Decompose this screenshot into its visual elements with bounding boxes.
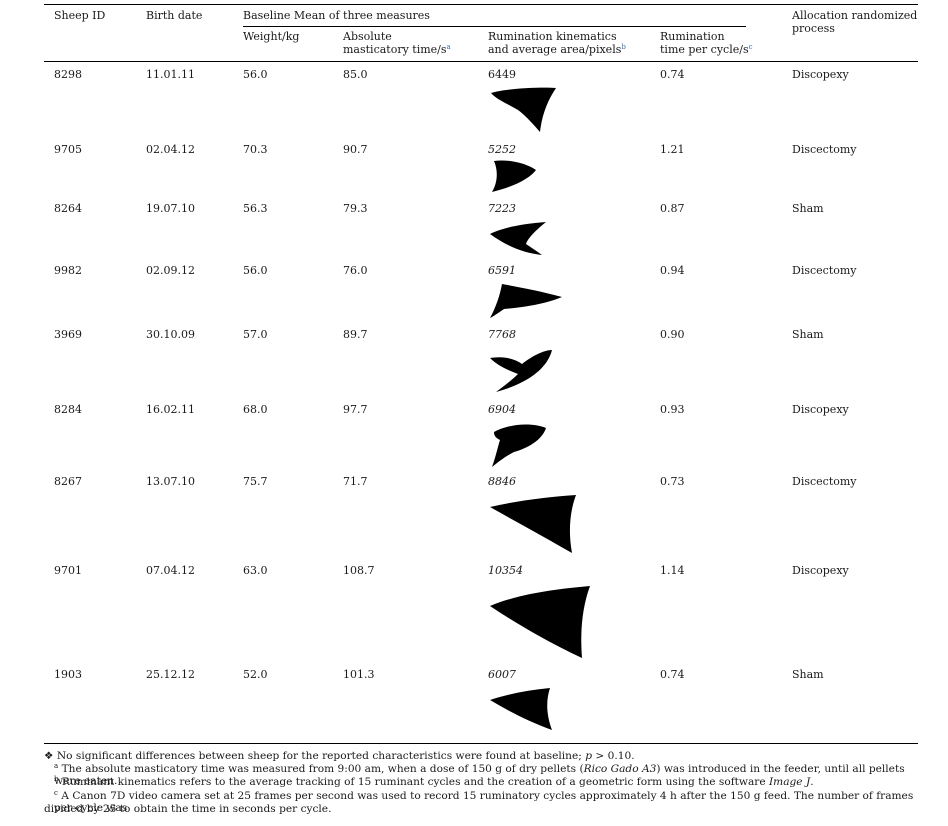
cell-abs-time: 89.7 <box>343 328 368 341</box>
kinematics-shape-image <box>490 586 590 658</box>
header-sheep-id: Sheep ID <box>54 9 106 22</box>
header-abs-time-line2: masticatory time/sa <box>343 43 451 56</box>
cell-area: 6449 <box>488 68 516 81</box>
cell-birth-date: 30.10.09 <box>146 328 195 341</box>
cell-weight: 70.3 <box>243 143 268 156</box>
cell-area: 6007 <box>488 668 516 681</box>
footnote-b: b Ruminant kinematics refers to the aver… <box>54 775 814 789</box>
cell-area: 5252 <box>488 143 516 156</box>
cell-birth-date: 13.07.10 <box>146 475 195 488</box>
header-rumination-line1: Rumination <box>660 30 725 43</box>
cell-birth-date: 19.07.10 <box>146 202 195 215</box>
kinematics-shape-image <box>492 424 546 467</box>
cell-rum-time: 1.14 <box>660 564 685 577</box>
cell-allocation: Sham <box>792 668 824 681</box>
cell-allocation: Sham <box>792 202 824 215</box>
cell-rum-time: 0.90 <box>660 328 685 341</box>
diamond-icon: ❖ <box>44 750 54 762</box>
cell-abs-time: 101.3 <box>343 668 375 681</box>
cell-weight: 75.7 <box>243 475 268 488</box>
kinematics-shape-image <box>490 284 562 318</box>
kinematics-shape-image <box>490 688 552 730</box>
footnote-a-ref[interactable]: a <box>446 43 451 51</box>
table-figure: Sheep ID Birth date Baseline Mean of thr… <box>44 0 918 826</box>
cell-sheep-id: 9701 <box>54 564 82 577</box>
kinematics-shape-image <box>490 222 546 255</box>
footnote-c-ref[interactable]: c <box>748 43 753 51</box>
cell-birth-date: 02.09.12 <box>146 264 195 277</box>
footnote-b-ref[interactable]: b <box>621 43 626 51</box>
cell-abs-time: 108.7 <box>343 564 375 577</box>
cell-weight: 57.0 <box>243 328 268 341</box>
top-rule <box>44 4 918 5</box>
cell-allocation: Discectomy <box>792 475 857 488</box>
cell-weight: 56.0 <box>243 68 268 81</box>
footnote-c: c A Canon 7D video camera set at 25 fram… <box>54 789 914 815</box>
cell-abs-time: 97.7 <box>343 403 368 416</box>
cell-area: 10354 <box>488 564 523 577</box>
cell-sheep-id: 9982 <box>54 264 82 277</box>
header-weight: Weight/kg <box>243 30 300 43</box>
header-allocation-line2: process <box>792 22 835 35</box>
cell-area: 6591 <box>488 264 516 277</box>
group-rule <box>243 26 746 27</box>
cell-allocation: Discopexy <box>792 564 849 577</box>
kinematics-shape-image <box>490 495 576 553</box>
cell-birth-date: 11.01.11 <box>146 68 195 81</box>
header-kinematics-line1: Rumination kinematics <box>488 30 617 43</box>
cell-weight: 52.0 <box>243 668 268 681</box>
cell-sheep-id: 8298 <box>54 68 82 81</box>
bottom-rule <box>44 743 918 744</box>
header-birth-date: Birth date <box>146 9 203 22</box>
cell-allocation: Discopexy <box>792 68 849 81</box>
cell-area: 7223 <box>488 202 516 215</box>
cell-sheep-id: 8284 <box>54 403 82 416</box>
cell-abs-time: 76.0 <box>343 264 368 277</box>
header-rule <box>44 61 918 62</box>
cell-abs-time: 85.0 <box>343 68 368 81</box>
kinematics-shape-image <box>490 350 552 392</box>
cell-rum-time: 0.74 <box>660 68 685 81</box>
cell-abs-time: 79.3 <box>343 202 368 215</box>
cell-rum-time: 0.94 <box>660 264 685 277</box>
cell-birth-date: 02.04.12 <box>146 143 195 156</box>
kinematics-shape-image <box>492 160 536 192</box>
cell-sheep-id: 1903 <box>54 668 82 681</box>
cell-sheep-id: 8264 <box>54 202 82 215</box>
cell-sheep-id: 8267 <box>54 475 82 488</box>
cell-rum-time: 0.74 <box>660 668 685 681</box>
cell-rum-time: 0.87 <box>660 202 685 215</box>
cell-area: 7768 <box>488 328 516 341</box>
cell-weight: 56.3 <box>243 202 268 215</box>
header-allocation-line1: Allocation randomized <box>792 9 918 22</box>
cell-abs-time: 90.7 <box>343 143 368 156</box>
cell-rum-time: 1.21 <box>660 143 685 156</box>
cell-allocation: Sham <box>792 328 824 341</box>
cell-birth-date: 25.12.12 <box>146 668 195 681</box>
footnote-a: a The absolute masticatory time was meas… <box>54 762 905 788</box>
cell-sheep-id: 9705 <box>54 143 82 156</box>
cell-weight: 63.0 <box>243 564 268 577</box>
header-kinematics-line2: and average area/pixelsb <box>488 43 626 56</box>
cell-allocation: Discopexy <box>792 403 849 416</box>
kinematics-shape-image <box>491 87 556 132</box>
cell-sheep-id: 3969 <box>54 328 82 341</box>
cell-allocation: Discectomy <box>792 264 857 277</box>
cell-birth-date: 07.04.12 <box>146 564 195 577</box>
cell-abs-time: 71.7 <box>343 475 368 488</box>
footnote-c-continued: divided by 25 to obtain the time in seco… <box>44 803 332 815</box>
cell-rum-time: 0.73 <box>660 475 685 488</box>
header-abs-time-line1: Absolute <box>343 30 392 43</box>
footnote-star: ❖ No significant differences between she… <box>44 750 635 762</box>
cell-area: 6904 <box>488 403 516 416</box>
cell-birth-date: 16.02.11 <box>146 403 195 416</box>
header-rumination-line2: time per cycle/sc <box>660 43 753 56</box>
cell-allocation: Discectomy <box>792 143 857 156</box>
cell-weight: 56.0 <box>243 264 268 277</box>
cell-area: 8846 <box>488 475 516 488</box>
header-baseline-group: Baseline Mean of three measures <box>243 9 430 22</box>
cell-weight: 68.0 <box>243 403 268 416</box>
cell-rum-time: 0.93 <box>660 403 685 416</box>
